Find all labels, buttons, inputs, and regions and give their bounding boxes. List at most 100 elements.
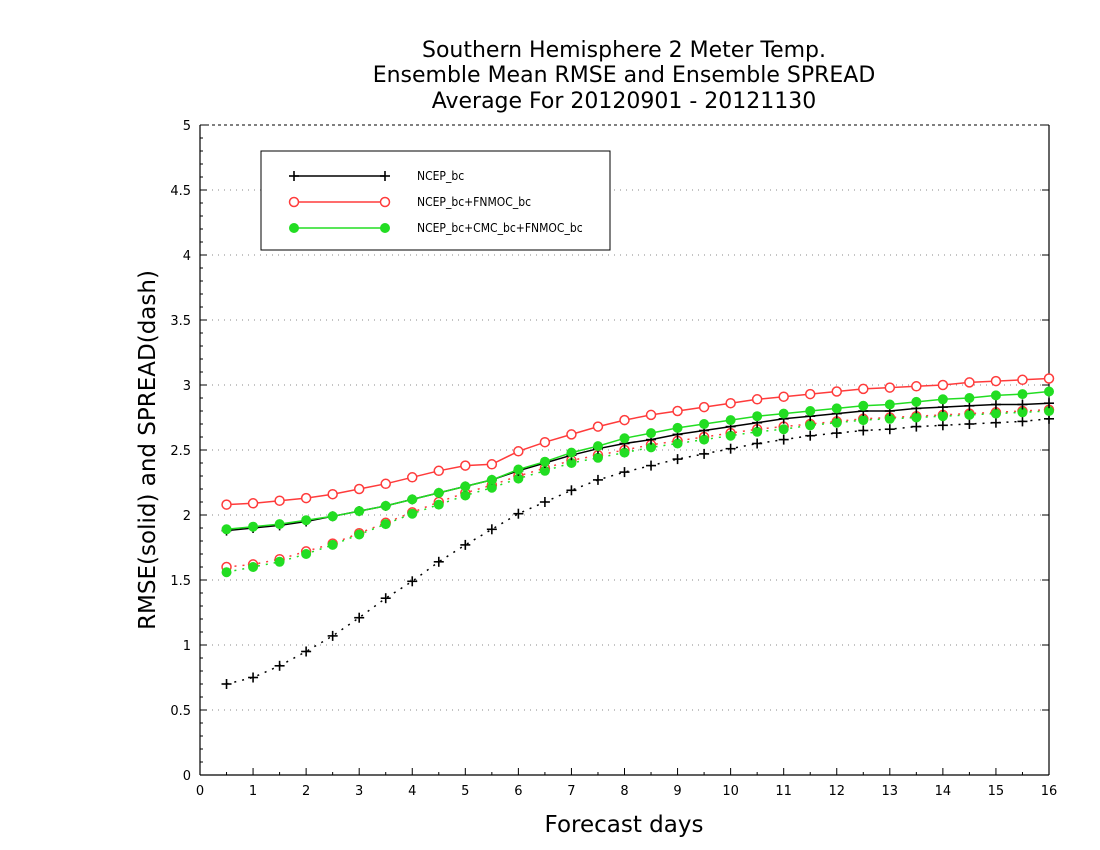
series-ncep-bc-cmc-bc-fnmoc-bc-spread	[221, 406, 1054, 578]
point-ncep-bc-cmc-bc-fnmoc-bc-rmse-14	[592, 441, 603, 452]
x-tick-label-6: 6	[514, 784, 522, 799]
legend-marker-end	[379, 196, 391, 208]
legend-item-ncep-bc-fnmoc-bc: NCEP_bc+FNMOC_bc	[288, 195, 531, 209]
point-ncep-bc-spread-26	[911, 421, 922, 432]
point-ncep-bc-cmc-bc-fnmoc-bc-rmse-7	[407, 494, 418, 505]
legend-marker-end	[380, 223, 390, 233]
point-ncep-bc-fnmoc-bc-rmse-2	[274, 495, 285, 506]
point-ncep-bc-cmc-bc-fnmoc-bc-rmse-16	[646, 428, 657, 439]
point-ncep-bc-fnmoc-bc-rmse-3	[300, 492, 312, 504]
point-ncep-bc-spread-21	[778, 434, 789, 445]
x-tick-label-14: 14	[935, 784, 952, 799]
point-ncep-bc-fnmoc-bc-rmse-28	[964, 377, 975, 388]
point-ncep-bc-cmc-bc-fnmoc-bc-rmse-24	[858, 400, 869, 411]
point-ncep-bc-cmc-bc-fnmoc-bc-spread-23	[831, 417, 842, 428]
point-ncep-bc-cmc-bc-fnmoc-bc-spread-24	[858, 415, 869, 426]
point-ncep-bc-fnmoc-bc-rmse-15	[619, 414, 630, 426]
y-tick-label-4: 2	[183, 509, 191, 524]
point-ncep-bc-fnmoc-bc-rmse-24	[858, 383, 869, 395]
point-ncep-bc-cmc-bc-fnmoc-bc-spread-26	[911, 412, 922, 423]
series-layer	[221, 373, 1055, 689]
series-ncep-bc-fnmoc-bc-rmse	[221, 373, 1055, 510]
point-ncep-bc-cmc-bc-fnmoc-bc-spread-14	[592, 452, 603, 463]
legend-label-ncep-bc: NCEP_bc	[417, 169, 464, 183]
point-ncep-bc-cmc-bc-fnmoc-bc-spread-29	[990, 408, 1001, 419]
point-ncep-bc-cmc-bc-fnmoc-bc-spread-18	[699, 434, 710, 445]
point-ncep-bc-fnmoc-bc-rmse-11	[513, 446, 524, 457]
x-tick-label-15: 15	[988, 784, 1005, 799]
point-ncep-bc-cmc-bc-fnmoc-bc-rmse-17	[672, 422, 683, 433]
x-tick-label-1: 1	[249, 784, 257, 799]
point-ncep-bc-cmc-bc-fnmoc-bc-rmse-18	[699, 419, 710, 429]
x-tick-label-11: 11	[775, 784, 792, 799]
point-ncep-bc-spread-11	[513, 508, 524, 519]
legend-label-ncep-bc-fnmoc-bc: NCEP_bc+FNMOC_bc	[417, 195, 531, 209]
point-ncep-bc-spread-19	[725, 443, 736, 454]
x-tick-label-9: 9	[673, 784, 681, 799]
x-tick-label-13: 13	[882, 784, 899, 799]
point-ncep-bc-spread-23	[831, 428, 842, 439]
point-ncep-bc-cmc-bc-fnmoc-bc-rmse-30	[1017, 389, 1028, 400]
point-ncep-bc-fnmoc-bc-rmse-13	[566, 429, 577, 440]
point-ncep-bc-cmc-bc-fnmoc-bc-spread-27	[937, 411, 948, 422]
point-ncep-bc-fnmoc-bc-rmse-27	[937, 379, 949, 391]
series-line-ncep-bc-fnmoc-bc-spread	[226, 408, 1050, 568]
series-ncep-bc-fnmoc-bc-spread	[221, 404, 1055, 573]
legend-marker-start	[289, 223, 299, 233]
point-ncep-bc-cmc-bc-fnmoc-bc-rmse-23	[831, 403, 842, 414]
point-ncep-bc-spread-28	[964, 419, 975, 429]
point-ncep-bc-cmc-bc-fnmoc-bc-spread-19	[725, 430, 736, 441]
legend-marker-start	[288, 196, 300, 208]
point-ncep-bc-cmc-bc-fnmoc-bc-spread-5	[354, 529, 365, 540]
point-ncep-bc-cmc-bc-fnmoc-bc-rmse-21	[778, 408, 789, 419]
point-ncep-bc-cmc-bc-fnmoc-bc-rmse-5	[354, 506, 365, 517]
point-ncep-bc-rmse-29	[990, 399, 1001, 410]
point-ncep-bc-spread-29	[990, 417, 1001, 428]
point-ncep-bc-cmc-bc-fnmoc-bc-spread-28	[964, 409, 975, 420]
point-ncep-bc-fnmoc-bc-rmse-31	[1043, 373, 1055, 384]
y-tick-label-0: 0	[183, 769, 191, 784]
point-ncep-bc-spread-10	[486, 524, 497, 535]
point-ncep-bc-cmc-bc-fnmoc-bc-rmse-12	[539, 456, 550, 467]
series-ncep-bc-cmc-bc-fnmoc-bc-rmse	[221, 386, 1054, 535]
point-ncep-bc-spread-0	[221, 679, 232, 689]
point-ncep-bc-spread-18	[699, 448, 710, 459]
legend-marker-end	[380, 171, 390, 181]
x-tick-label-3: 3	[355, 784, 363, 799]
point-ncep-bc-rmse-31	[1044, 398, 1054, 409]
point-ncep-bc-spread-17	[672, 454, 683, 465]
legend-marker-start	[289, 171, 299, 181]
y-tick-label-6: 3	[183, 379, 191, 394]
series-line-ncep-bc-cmc-bc-fnmoc-bc-rmse	[226, 390, 1050, 531]
point-ncep-bc-fnmoc-bc-rmse-26	[911, 381, 922, 392]
point-ncep-bc-cmc-bc-fnmoc-bc-rmse-29	[990, 390, 1001, 401]
x-tick-label-12: 12	[828, 784, 845, 799]
point-ncep-bc-cmc-bc-fnmoc-bc-spread-17	[672, 438, 683, 449]
chart-title-line-3: Average For 20120901 - 20121130	[432, 89, 817, 114]
point-ncep-bc-fnmoc-bc-rmse-29	[990, 375, 1002, 387]
point-ncep-bc-cmc-bc-fnmoc-bc-rmse-25	[884, 399, 895, 410]
y-tick-label-7: 3.5	[170, 314, 191, 329]
point-ncep-bc-fnmoc-bc-rmse-12	[539, 436, 551, 448]
point-ncep-bc-cmc-bc-fnmoc-bc-rmse-3	[301, 515, 312, 526]
point-ncep-bc-spread-9	[460, 539, 471, 550]
point-ncep-bc-cmc-bc-fnmoc-bc-spread-3	[301, 549, 312, 559]
point-ncep-bc-spread-20	[752, 438, 763, 449]
point-ncep-bc-rmse-30	[1017, 399, 1028, 410]
point-ncep-bc-cmc-bc-fnmoc-bc-rmse-19	[725, 415, 736, 426]
point-ncep-bc-cmc-bc-fnmoc-bc-spread-6	[380, 519, 391, 530]
chart-title-group: Southern Hemisphere 2 Meter Temp. Ensemb…	[373, 38, 876, 114]
point-ncep-bc-cmc-bc-fnmoc-bc-spread-1	[248, 562, 259, 572]
point-ncep-bc-spread-7	[407, 576, 418, 587]
y-tick-label-9: 4.5	[170, 184, 191, 199]
point-ncep-bc-cmc-bc-fnmoc-bc-rmse-22	[805, 406, 816, 416]
point-ncep-bc-cmc-bc-fnmoc-bc-spread-21	[778, 424, 789, 435]
point-ncep-bc-cmc-bc-fnmoc-bc-rmse-1	[248, 521, 259, 532]
y-tick-label-3: 1.5	[170, 574, 191, 589]
point-ncep-bc-cmc-bc-fnmoc-bc-spread-8	[433, 499, 444, 510]
point-ncep-bc-fnmoc-bc-rmse-1	[247, 498, 259, 509]
point-ncep-bc-fnmoc-bc-rmse-20	[751, 394, 763, 405]
point-ncep-bc-fnmoc-bc-rmse-4	[327, 488, 338, 500]
point-ncep-bc-fnmoc-bc-rmse-19	[725, 397, 736, 409]
point-ncep-bc-fnmoc-bc-rmse-7	[407, 472, 418, 483]
